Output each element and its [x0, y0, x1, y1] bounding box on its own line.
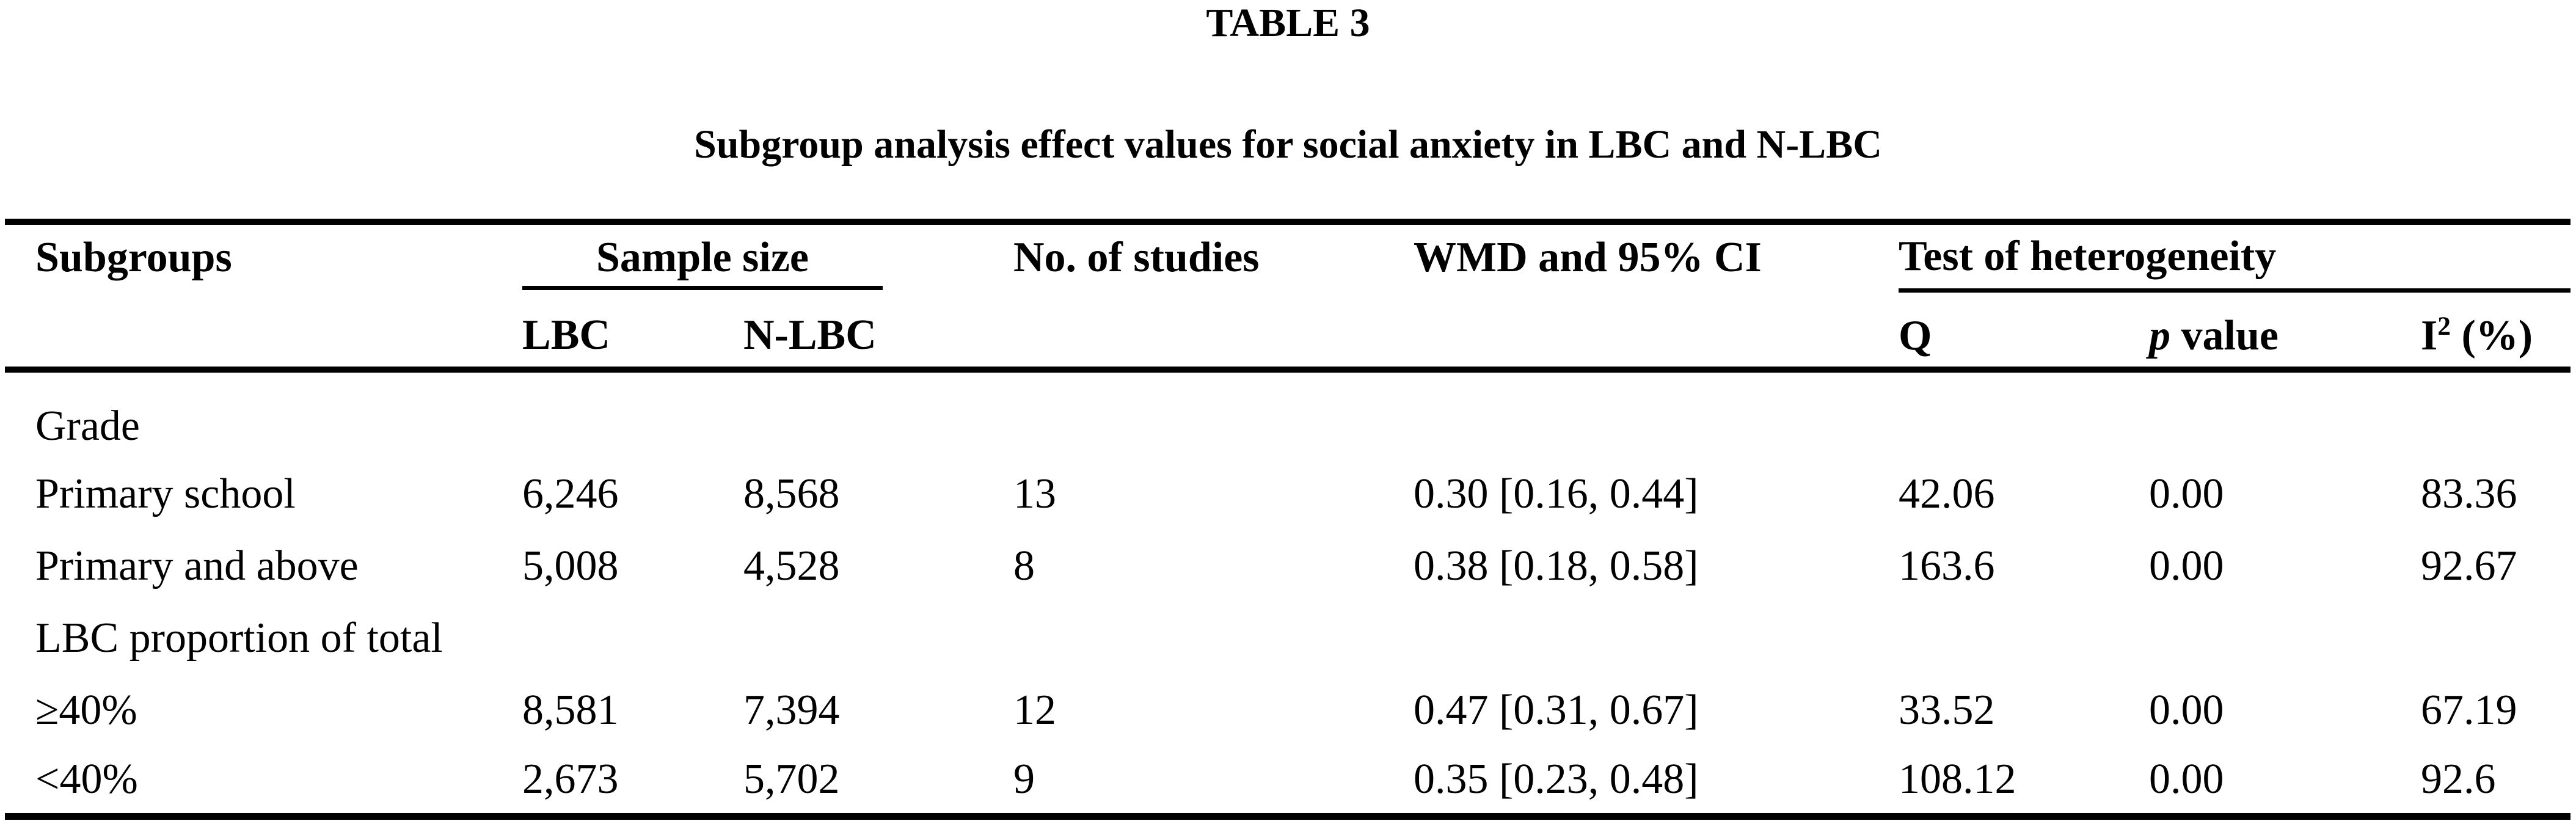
- cell-n-lbc: 8,568: [743, 470, 840, 517]
- cell-i2: 92.6: [2421, 756, 2496, 803]
- cell-i2: 67.19: [2421, 687, 2517, 734]
- cell-i2: [2421, 370, 2571, 458]
- cell-n-lbc: [743, 602, 1013, 674]
- cell-label: Primary school: [35, 470, 296, 517]
- cell-p: 0.00: [2149, 687, 2224, 734]
- col-header-empty-3: [1414, 290, 1899, 373]
- cell-i2: 92.67: [2421, 542, 2517, 589]
- cell-lbc: [522, 370, 743, 458]
- cell-wmd: [1414, 602, 1899, 674]
- cell-studies: [1013, 602, 1414, 674]
- subgroup-analysis-table: Subgroups Sample size No. of studies WMD…: [5, 219, 2571, 820]
- cell-q: 108.12: [1899, 756, 2016, 803]
- cell-wmd: [1414, 370, 1899, 458]
- p-value-p: p: [2149, 312, 2170, 360]
- i2-superscript: 2: [2437, 312, 2451, 341]
- cell-p: [2149, 370, 2421, 458]
- p-value-rest: value: [2170, 312, 2279, 360]
- cell-lbc: 5,008: [522, 542, 619, 589]
- col-header-no-of-studies: No. of studies: [1013, 233, 1260, 281]
- table-number-label: TABLE 3: [1206, 1, 1370, 45]
- cell-p: 0.00: [2149, 756, 2224, 803]
- table-row-ge-40pct: ≥40% 8,581 7,394 12 0.47 [0.31, 0.67] 33…: [5, 674, 2571, 746]
- sample-size-label: Sample size: [596, 233, 809, 281]
- cell-q: [1899, 602, 2149, 674]
- sample-size-underline: [522, 286, 883, 290]
- cell-label: Primary and above: [35, 542, 359, 589]
- cell-n-lbc: [743, 370, 1013, 458]
- cell-i2: 83.36: [2421, 470, 2517, 517]
- i2-base: I: [2421, 312, 2438, 360]
- cell-studies: 8: [1013, 542, 1035, 589]
- cell-q: 33.52: [1899, 687, 1995, 734]
- cell-n-lbc: 7,394: [743, 687, 840, 734]
- col-header-sample-size: Sample size: [522, 222, 1013, 290]
- cell-studies: 9: [1013, 756, 1035, 803]
- cell-studies: [1013, 370, 1414, 458]
- cell-wmd: 0.35 [0.23, 0.48]: [1414, 756, 1699, 803]
- col-header-i2: I2 (%): [2421, 290, 2571, 373]
- cell-p: [2149, 602, 2421, 674]
- cell-label: LBC proportion of total: [35, 615, 443, 662]
- header-row-1: Subgroups Sample size No. of studies WMD…: [5, 222, 2571, 293]
- cell-n-lbc: 5,702: [743, 756, 840, 803]
- cell-wmd: 0.30 [0.16, 0.44]: [1414, 470, 1699, 517]
- cell-p: 0.00: [2149, 542, 2224, 589]
- col-header-lbc: LBC: [522, 290, 743, 373]
- table-row-primary-and-above: Primary and above 5,008 4,528 8 0.38 [0.…: [5, 530, 2571, 602]
- cell-label: ≥40%: [35, 687, 137, 734]
- col-header-heterogeneity: Test of heterogeneity: [1899, 222, 2571, 293]
- table-row-lt-40pct: <40% 2,673 5,702 9 0.35 [0.23, 0.48] 108…: [5, 746, 2571, 816]
- cell-q: [1899, 370, 2149, 458]
- col-header-empty-2: [1013, 290, 1414, 373]
- cell-label: Grade: [35, 402, 140, 450]
- col-header-wmd-ci: WMD and 95% CI: [1414, 233, 1762, 281]
- cell-i2: [2421, 602, 2571, 674]
- cell-lbc: 2,673: [522, 756, 619, 803]
- table-row-primary-school: Primary school 6,246 8,568 13 0.30 [0.16…: [5, 458, 2571, 530]
- i2-rest: (%): [2450, 312, 2533, 360]
- cell-wmd: 0.47 [0.31, 0.67]: [1414, 687, 1699, 734]
- col-header-p-value: p value: [2149, 290, 2421, 373]
- cell-wmd: 0.38 [0.18, 0.58]: [1414, 542, 1699, 589]
- cell-lbc: 8,581: [522, 687, 619, 734]
- header-row-2: LBC N-LBC Q p value I2 (%): [5, 290, 2571, 373]
- col-header-q: Q: [1899, 290, 2149, 373]
- table-row-grade-section: Grade: [5, 370, 2571, 458]
- col-header-subgroups: Subgroups: [35, 233, 232, 281]
- table-caption: Subgroup analysis effect values for soci…: [694, 122, 1882, 167]
- cell-studies: 13: [1013, 470, 1056, 517]
- cell-lbc: 6,246: [522, 470, 619, 517]
- cell-label: <40%: [35, 756, 138, 803]
- cell-n-lbc: 4,528: [743, 542, 840, 589]
- col-header-empty-1: [5, 290, 522, 373]
- table-row-lbc-proportion-section: LBC proportion of total: [5, 602, 2571, 674]
- cell-q: 163.6: [1899, 542, 1995, 589]
- cell-q: 42.06: [1899, 470, 1995, 517]
- cell-lbc: [522, 602, 743, 674]
- cell-p: 0.00: [2149, 470, 2224, 517]
- col-header-n-lbc: N-LBC: [743, 290, 1013, 373]
- cell-studies: 12: [1013, 687, 1056, 734]
